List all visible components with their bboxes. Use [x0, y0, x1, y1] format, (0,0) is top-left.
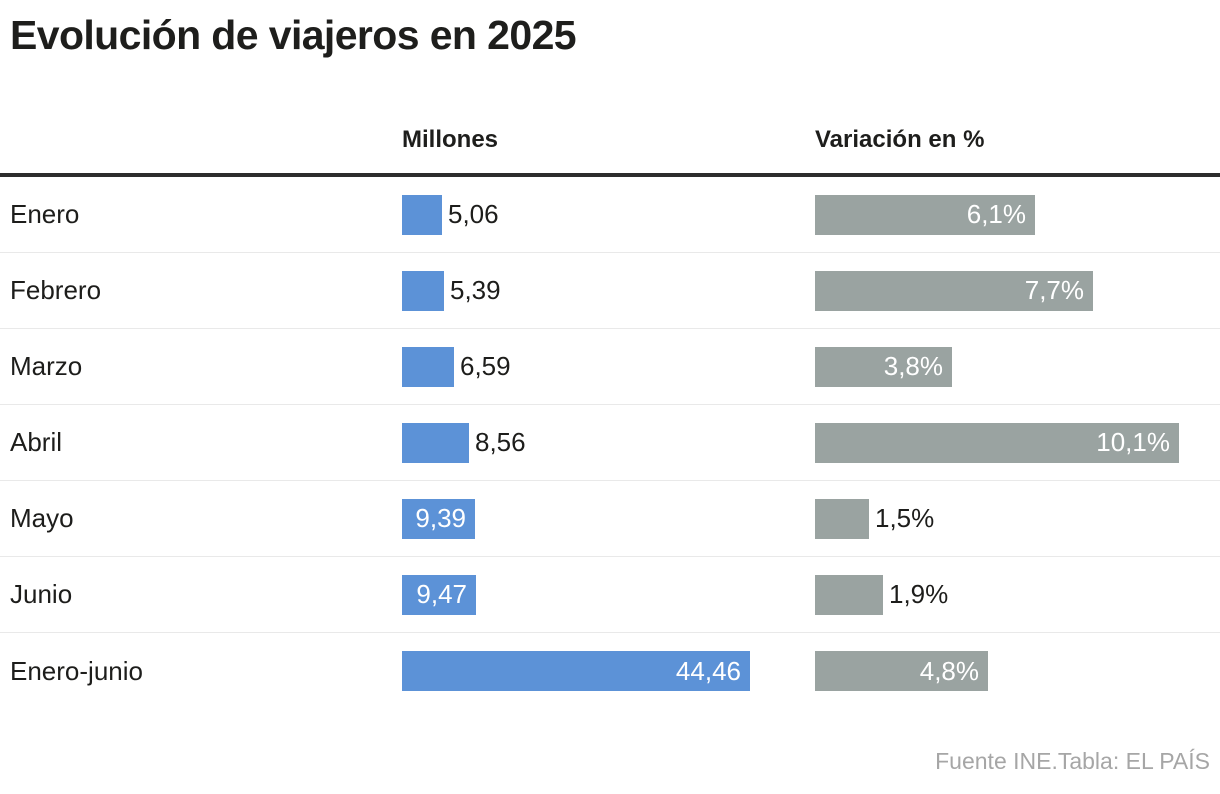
row-label: Junio	[10, 579, 73, 609]
variacion-bar: 10,1%	[815, 422, 1179, 463]
millones-bar: 44,46	[402, 651, 750, 691]
column-header-millones: Millones	[402, 126, 499, 153]
millones-bar	[402, 270, 444, 311]
millones-cell: 44,46	[402, 633, 815, 709]
millones-value-inside: 9,47	[416, 579, 467, 609]
variacion-cell: 3,8%	[815, 329, 1220, 405]
millones-value-inside: 44,46	[675, 655, 741, 686]
variacion-bar	[815, 574, 883, 615]
variacion-value-outside: 1,9%	[889, 579, 949, 609]
row-label: Enero	[10, 199, 80, 229]
row-label: Enero-junio	[10, 655, 143, 686]
table-row: Febrero 5,39 7,7%	[0, 253, 1220, 329]
variacion-value-outside: 1,5%	[875, 503, 935, 533]
table-row: Marzo 6,59 3,8%	[0, 329, 1220, 405]
millones-value-outside: 5,39	[450, 275, 501, 305]
millones-value-outside: 6,59	[460, 351, 511, 381]
table-row: Abril 8,56 10,1%	[0, 405, 1220, 481]
data-table: Enero 5,06 6,1% Febrero 5,39 7,7%	[0, 173, 1220, 709]
variacion-cell: 1,9%	[815, 557, 1220, 633]
millones-bar: 9,39	[402, 498, 475, 539]
source-credit: Fuente INE.Tabla: EL PAÍS	[935, 748, 1210, 774]
row-label: Abril	[10, 427, 63, 457]
millones-cell: 5,39	[402, 253, 815, 329]
row-label: Mayo	[10, 503, 74, 533]
millones-value-outside: 5,06	[448, 199, 499, 229]
variacion-cell: 6,1%	[815, 177, 1220, 253]
variacion-bar	[815, 498, 869, 539]
variacion-value-inside: 3,8%	[883, 351, 943, 381]
variacion-value-inside: 4,8%	[919, 655, 979, 686]
table-row: Junio 9,47 1,9%	[0, 557, 1220, 633]
row-label: Febrero	[10, 275, 102, 305]
variacion-bar: 4,8%	[815, 651, 988, 691]
variacion-bar: 7,7%	[815, 270, 1093, 311]
table-row: Enero 5,06 6,1%	[0, 177, 1220, 253]
column-headers: Millones Variación en %	[0, 126, 1220, 156]
millones-value-inside: 9,39	[415, 503, 466, 533]
variacion-bar: 6,1%	[815, 194, 1035, 235]
variacion-cell: 4,8%	[815, 633, 1220, 709]
variacion-bar: 3,8%	[815, 346, 952, 387]
page-title: Evolución de viajeros en 2025	[10, 12, 577, 58]
table-row: Enero-junio 44,46 4,8%	[0, 633, 1220, 709]
millones-cell: 5,06	[402, 177, 815, 253]
millones-cell: 9,47	[402, 557, 815, 633]
table-row: Mayo 9,39 1,5%	[0, 481, 1220, 557]
variacion-value-inside: 6,1%	[966, 199, 1026, 229]
millones-value-outside: 8,56	[475, 427, 526, 457]
variacion-value-inside: 10,1%	[1096, 427, 1170, 457]
millones-cell: 8,56	[402, 405, 815, 481]
millones-cell: 9,39	[402, 481, 815, 557]
variacion-value-inside: 7,7%	[1024, 275, 1084, 305]
variacion-cell: 7,7%	[815, 253, 1220, 329]
millones-bar	[402, 194, 442, 235]
column-header-variacion: Variación en %	[815, 126, 985, 153]
millones-bar	[402, 346, 454, 387]
millones-bar: 9,47	[402, 574, 476, 615]
millones-cell: 6,59	[402, 329, 815, 405]
variacion-cell: 1,5%	[815, 481, 1220, 557]
millones-bar	[402, 422, 469, 463]
variacion-cell: 10,1%	[815, 405, 1220, 481]
row-label: Marzo	[10, 351, 83, 381]
